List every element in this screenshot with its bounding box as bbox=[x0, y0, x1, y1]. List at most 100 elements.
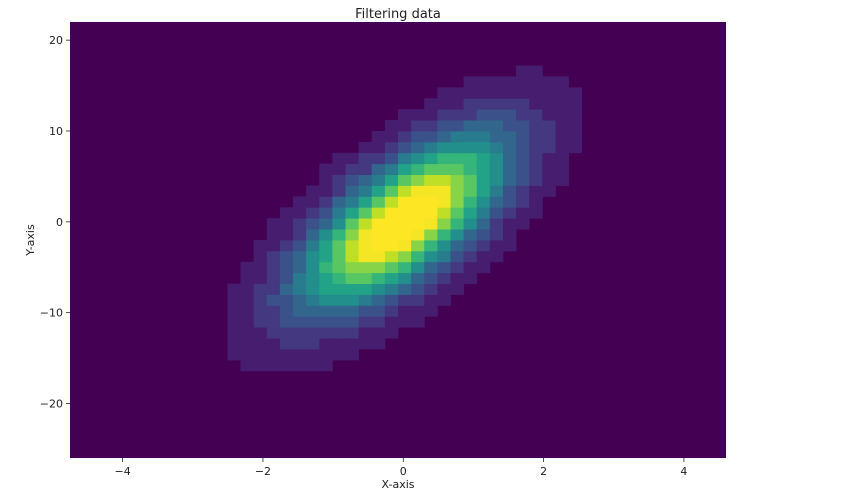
heatmap-cell bbox=[463, 87, 478, 99]
heatmap-cell bbox=[450, 207, 464, 219]
heatmap-cell bbox=[437, 109, 451, 121]
heatmap-cell bbox=[529, 152, 543, 165]
heatmap-cell bbox=[306, 283, 320, 295]
heatmap-cell bbox=[384, 261, 399, 274]
heatmap-cell bbox=[279, 305, 294, 317]
heatmap-cell bbox=[279, 338, 294, 350]
heatmap-cell bbox=[502, 131, 517, 143]
heatmap-cell bbox=[279, 316, 294, 328]
heatmap-cell bbox=[424, 261, 438, 274]
heatmap-cell bbox=[319, 174, 333, 186]
heatmap-cell bbox=[450, 240, 464, 252]
heatmap-cell bbox=[437, 174, 451, 186]
heatmap-cell bbox=[542, 174, 556, 186]
heatmap-cell bbox=[279, 327, 294, 339]
heatmap-cell bbox=[332, 338, 346, 350]
heatmap-cell bbox=[398, 120, 412, 132]
heatmap-cell bbox=[319, 283, 333, 295]
heatmap-cell bbox=[306, 250, 320, 263]
heatmap-cell bbox=[502, 207, 517, 219]
heatmap-cell bbox=[345, 207, 360, 219]
heatmap-cell bbox=[516, 185, 530, 197]
heatmap-cell bbox=[542, 163, 556, 175]
heatmap-cell bbox=[437, 87, 451, 99]
heatmap-cell bbox=[502, 185, 517, 197]
heatmap-cell bbox=[306, 218, 320, 230]
heatmap-cell bbox=[424, 240, 438, 252]
heatmap-cell bbox=[332, 250, 346, 263]
heatmap-cell bbox=[306, 185, 320, 197]
heatmap-cell bbox=[266, 218, 281, 230]
heatmap-cell bbox=[450, 185, 464, 197]
heatmap-cell bbox=[319, 261, 333, 274]
heatmap-cell bbox=[240, 305, 255, 317]
heatmap-cell bbox=[279, 218, 294, 230]
heatmap-cell bbox=[502, 240, 517, 252]
heatmap-cell bbox=[424, 163, 438, 175]
heatmap-cell bbox=[371, 207, 386, 219]
heatmap-cell bbox=[398, 305, 412, 317]
heatmap-cell bbox=[279, 349, 294, 361]
heatmap-cell bbox=[411, 316, 425, 328]
heatmap-cell bbox=[489, 207, 504, 219]
heatmap-cell bbox=[332, 196, 346, 208]
heatmap-cell bbox=[542, 120, 556, 132]
heatmap-cell bbox=[332, 349, 346, 361]
heatmap-cell bbox=[293, 240, 307, 252]
heatmap-cell bbox=[476, 185, 491, 197]
heatmap-cell bbox=[476, 98, 491, 110]
heatmap-cell bbox=[450, 120, 464, 132]
heatmap-cell bbox=[227, 338, 241, 350]
heatmap-cell bbox=[555, 152, 569, 165]
heatmap-cell bbox=[476, 240, 491, 252]
heatmap-cell bbox=[358, 316, 373, 328]
heatmap-cell bbox=[450, 98, 464, 110]
heatmap-cell bbox=[279, 283, 294, 295]
heatmap-cell bbox=[489, 229, 504, 241]
heatmap-cell bbox=[529, 185, 543, 197]
heatmap-cell bbox=[568, 131, 583, 143]
heatmap-cell bbox=[345, 338, 360, 350]
heatmap-cell bbox=[542, 98, 556, 110]
x-axis: −4 −2 0 2 4 bbox=[115, 458, 687, 478]
heatmap-cell bbox=[529, 120, 543, 132]
heatmap-cell bbox=[293, 218, 307, 230]
heatmap-cell bbox=[398, 316, 412, 328]
heatmap-cell bbox=[424, 109, 438, 121]
heatmap-cell bbox=[476, 76, 491, 88]
heatmap-cell bbox=[450, 250, 464, 263]
heatmap-cell bbox=[516, 120, 530, 132]
heatmap-cell bbox=[463, 109, 478, 121]
heatmap-cell bbox=[358, 338, 373, 350]
heatmap-cell bbox=[358, 272, 373, 284]
heatmap-cell bbox=[384, 229, 399, 241]
heatmap-cell bbox=[437, 185, 451, 197]
heatmap-cell bbox=[542, 87, 556, 99]
heatmap-cell bbox=[332, 229, 346, 241]
heatmap-cell bbox=[463, 152, 478, 165]
heatmap-cell bbox=[306, 240, 320, 252]
heatmap-cell bbox=[568, 98, 583, 110]
heatmap-cell bbox=[463, 229, 478, 241]
heatmap-cell bbox=[489, 76, 504, 88]
heatmap-cell bbox=[306, 207, 320, 219]
heatmap-cell bbox=[424, 185, 438, 197]
heatmap-cell bbox=[266, 261, 281, 274]
heatmap-cell bbox=[253, 261, 268, 274]
heatmap-cell bbox=[424, 229, 438, 241]
heatmap-cell bbox=[319, 327, 333, 339]
heatmap-cell bbox=[253, 359, 268, 372]
heatmap-cell bbox=[476, 229, 491, 241]
heatmap-cell bbox=[266, 229, 281, 241]
heatmap-cell bbox=[411, 272, 425, 284]
heatmap-cell bbox=[502, 163, 517, 175]
heatmap-cell bbox=[411, 218, 425, 230]
heatmap-cell bbox=[398, 174, 412, 186]
heatmap-cell bbox=[227, 327, 241, 339]
heatmap-cell bbox=[424, 272, 438, 284]
heatmap-cell bbox=[240, 272, 255, 284]
heatmap-cell bbox=[489, 98, 504, 110]
heatmap-cell bbox=[371, 196, 386, 208]
heatmap-cell bbox=[555, 76, 569, 88]
heatmap-cell bbox=[398, 185, 412, 197]
